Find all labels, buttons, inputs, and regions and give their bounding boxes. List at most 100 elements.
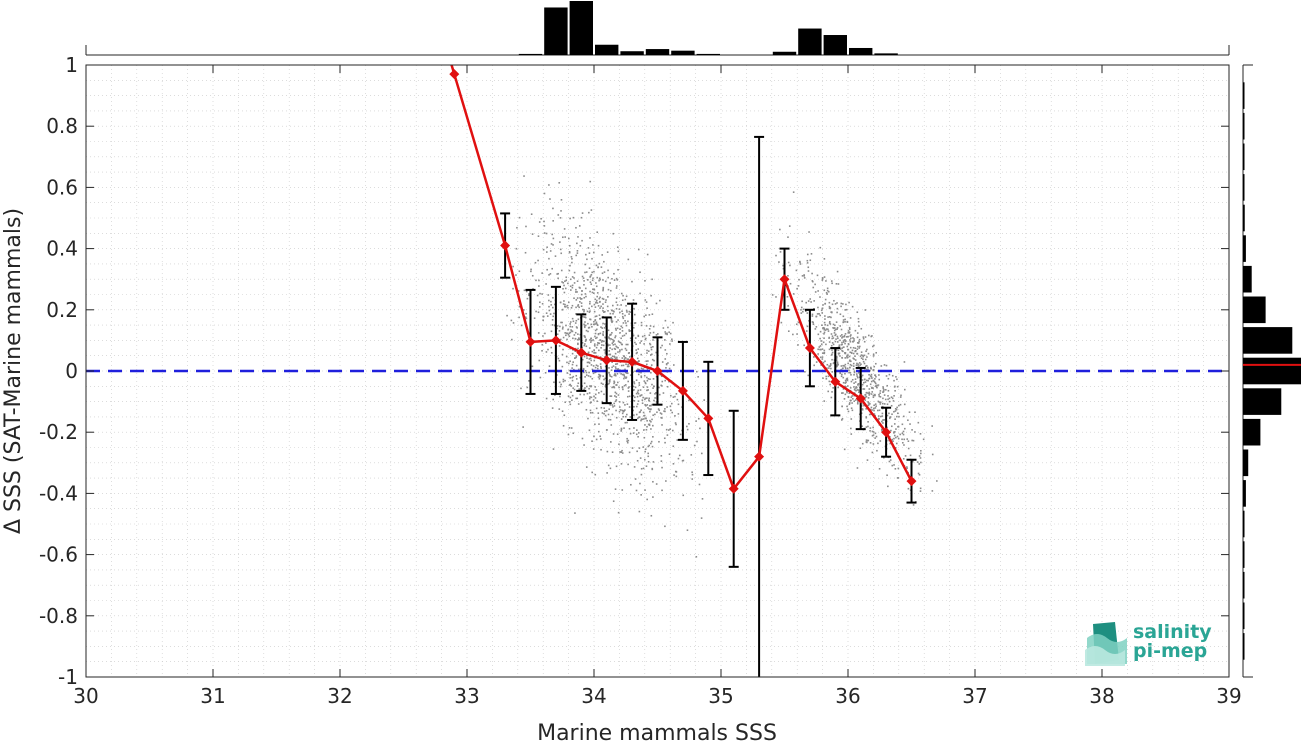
scatter-point — [646, 307, 648, 309]
scatter-point — [645, 337, 647, 340]
scatter-point — [855, 389, 857, 392]
scatter-point — [806, 325, 809, 328]
scatter-point — [893, 423, 896, 425]
scatter-point — [545, 312, 548, 314]
scatter-point — [887, 485, 889, 488]
scatter-point — [868, 388, 871, 390]
scatter-point — [862, 355, 865, 358]
scatter-point — [908, 411, 911, 413]
scatter-point — [664, 339, 666, 341]
scatter-point — [809, 259, 812, 262]
scatter-point — [571, 367, 573, 369]
scatter-point — [637, 373, 640, 376]
scatter-point — [558, 330, 561, 332]
scatter-point — [635, 433, 638, 436]
scatter-point — [560, 210, 562, 212]
scatter-point — [665, 367, 667, 369]
scatter-point — [843, 398, 846, 400]
scatter-point — [828, 365, 831, 367]
scatter-point — [865, 416, 868, 418]
scatter-point — [621, 310, 623, 313]
scatter-point — [845, 386, 847, 388]
scatter-point — [893, 437, 895, 440]
scatter-point — [598, 297, 601, 300]
scatter-point — [538, 279, 540, 282]
scatter-point — [833, 332, 836, 334]
scatter-point — [852, 337, 854, 339]
scatter-point — [882, 390, 885, 392]
scatter-point — [541, 302, 544, 305]
scatter-point — [629, 311, 632, 313]
scatter-point — [863, 378, 866, 381]
scatter-point — [842, 321, 845, 324]
scatter-point — [584, 343, 586, 345]
scatter-point — [570, 307, 573, 309]
scatter-point — [845, 336, 848, 338]
scatter-point — [826, 289, 829, 292]
scatter-point — [626, 395, 629, 398]
scatter-point — [861, 442, 864, 445]
scatter-point — [534, 261, 537, 264]
scatter-point — [607, 329, 610, 332]
scatter-point — [641, 418, 644, 421]
scatter-point — [879, 392, 881, 395]
scatter-point — [602, 298, 605, 300]
scatter-point — [903, 388, 906, 391]
scatter-point — [802, 308, 805, 311]
scatter-point — [847, 335, 849, 338]
scatter-point — [823, 328, 826, 331]
scatter-point — [879, 390, 882, 392]
scatter-point — [857, 317, 860, 320]
scatter-point — [611, 342, 614, 345]
scatter-point — [624, 384, 627, 386]
top-histogram-bar — [874, 53, 898, 55]
scatter-point — [557, 357, 560, 360]
scatter-point — [637, 400, 640, 402]
scatter-point — [640, 353, 643, 356]
scatter-point — [621, 373, 624, 376]
scatter-point — [851, 340, 854, 343]
scatter-point — [637, 248, 640, 251]
scatter-point — [800, 312, 803, 314]
scatter-point — [595, 285, 598, 288]
right-histogram-bar — [1243, 571, 1245, 599]
scatter-point — [647, 460, 650, 463]
scatter-point — [512, 287, 514, 290]
y-tick-label: 0.4 — [46, 237, 78, 261]
scatter-point — [623, 355, 625, 358]
scatter-point — [646, 253, 649, 256]
scatter-point — [518, 216, 521, 219]
scatter-point — [618, 308, 621, 310]
scatter-point — [919, 457, 922, 459]
scatter-point — [931, 425, 933, 427]
scatter-point — [581, 212, 584, 214]
scatter-point — [849, 399, 852, 402]
scatter-point — [840, 305, 842, 308]
scatter-point — [697, 417, 700, 420]
scatter-point — [614, 366, 617, 368]
scatter-point — [623, 376, 626, 378]
scatter-point — [823, 258, 826, 260]
scatter-point — [813, 356, 815, 358]
scatter-point — [866, 459, 869, 461]
scatter-point — [605, 299, 607, 301]
scatter-point — [595, 364, 598, 367]
scatter-point — [831, 358, 833, 361]
scatter-point — [819, 348, 821, 351]
scatter-point — [633, 322, 636, 324]
scatter-point — [814, 291, 817, 293]
scatter-point — [869, 442, 872, 444]
scatter-point — [691, 473, 694, 476]
scatter-point — [771, 294, 774, 296]
scatter-point — [616, 279, 619, 281]
scatter-point — [823, 276, 826, 278]
scatter-point — [636, 403, 639, 405]
scatter-point — [559, 395, 561, 398]
x-tick-label: 37 — [962, 684, 987, 708]
scatter-point — [873, 407, 875, 410]
scatter-point — [638, 368, 641, 371]
scatter-point — [865, 426, 868, 428]
scatter-point — [578, 225, 581, 227]
salinity-pi-mep-logo: salinity pi-mep — [1085, 621, 1212, 666]
scatter-point — [890, 429, 892, 432]
